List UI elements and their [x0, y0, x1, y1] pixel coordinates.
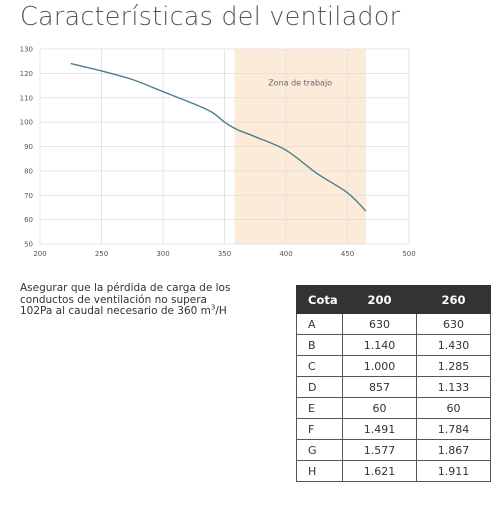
page-title: Características del ventilador [20, 2, 401, 32]
value-200-cell: 1.577 [342, 439, 417, 461]
table-row: F 1.491 1.784 [296, 418, 491, 440]
value-260-cell: 60 [416, 397, 491, 419]
y-tick-label: 100 [20, 119, 33, 127]
dimensions-table: Cota 200 260 A 630 630 B 1.140 1.430 C 1.000 1… [296, 285, 491, 482]
y-tick-label: 120 [20, 70, 33, 78]
value-260-cell: 1.133 [416, 376, 491, 398]
working-zone-label: Zona de trabajo [268, 79, 332, 88]
y-tick-label: 70 [24, 192, 33, 200]
y-tick-label: 130 [20, 46, 33, 54]
table-row: B 1.140 1.430 [296, 334, 491, 356]
fan-curve-line [70, 62, 367, 212]
table-row: D 857 1.133 [296, 376, 491, 398]
cota-cell: G [296, 439, 343, 461]
x-tick-label: 300 [156, 250, 169, 258]
value-260-cell: 1.867 [416, 439, 491, 461]
value-200-cell: 1.621 [342, 460, 417, 482]
y-tick-label: 60 [24, 216, 33, 224]
y-tick-label: 50 [24, 241, 33, 249]
cota-cell: E [296, 397, 343, 419]
value-200-cell: 1.491 [342, 418, 417, 440]
value-200-cell: 1.140 [342, 334, 417, 356]
y-tick-label: 80 [24, 167, 33, 175]
x-tick-label: 500 [402, 250, 415, 258]
header-cota: Cota [296, 285, 343, 314]
value-260-cell: 1.784 [416, 418, 491, 440]
value-200-cell: 60 [342, 397, 417, 419]
x-tick-label: 200 [33, 250, 46, 258]
value-200-cell: 630 [342, 313, 417, 335]
y-tick-label: 110 [20, 94, 33, 102]
cota-cell: H [296, 460, 343, 482]
x-tick-label: 350 [218, 250, 231, 258]
value-260-cell: 630 [416, 313, 491, 335]
table-row: A 630 630 [296, 313, 491, 335]
value-260-cell: 1.911 [416, 460, 491, 482]
cota-cell: F [296, 418, 343, 440]
note-line-2: conductos de ventilación no supera [20, 293, 207, 306]
value-260-cell: 1.285 [416, 355, 491, 377]
cota-cell: A [296, 313, 343, 335]
fan-curve-chart: 50 60 70 80 90 100 110 120 130 200 250 300 350 400 450… [20, 46, 416, 259]
table-row: C 1.000 1.285 [296, 355, 491, 377]
x-tick-label: 450 [341, 250, 354, 258]
cota-cell: C [296, 355, 343, 377]
chart-svg: 50 60 70 80 90 100 110 120 130 200 250 300 350 400 450… [20, 46, 416, 259]
cota-cell: B [296, 334, 343, 356]
value-200-cell: 1.000 [342, 355, 417, 377]
table-row: G 1.577 1.867 [296, 439, 491, 461]
pressure-loss-note: Asegurar que la pérdida de carga de los c… [20, 282, 290, 318]
header-200: 200 [342, 285, 417, 314]
cota-cell: D [296, 376, 343, 398]
note-line-1: Asegurar que la pérdida de carga de los [20, 282, 231, 294]
table-row: H 1.621 1.911 [296, 460, 491, 482]
note-line-3: 102Pa al caudal necesario de 360 m [20, 305, 211, 318]
note-superscript: 3 [210, 303, 216, 312]
y-tick-label: 90 [24, 143, 33, 151]
note-suffix: /H [215, 305, 227, 318]
x-tick-label: 400 [279, 250, 292, 258]
table-row: E 60 60 [296, 397, 491, 419]
value-200-cell: 857 [342, 376, 417, 398]
x-tick-label: 250 [95, 250, 108, 258]
value-260-cell: 1.430 [416, 334, 491, 356]
table-header-row: Cota 200 260 [296, 285, 491, 314]
header-260: 260 [416, 285, 491, 314]
